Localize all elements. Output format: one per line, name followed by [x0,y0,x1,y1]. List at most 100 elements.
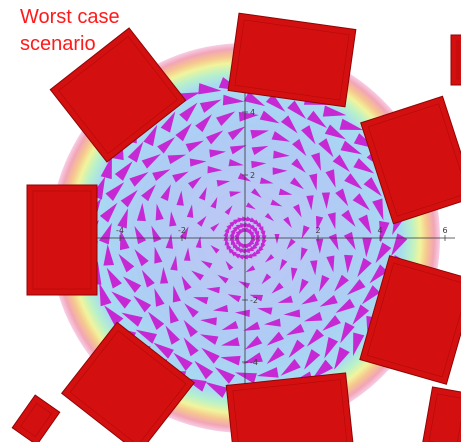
field-arrow [339,118,364,130]
field-arrow [176,190,184,206]
field-arrow [121,312,143,327]
field-arrow [332,154,350,172]
field-arrow [216,180,231,187]
field-arrow [249,231,254,239]
field-arrow [118,253,135,273]
x-tick-label: -4 [116,226,124,235]
magnet-bottom-left [60,321,196,442]
field-arrow [214,367,236,384]
field-arrow [227,126,246,141]
field-arrow [135,329,157,344]
field-arrow [283,309,301,318]
field-arrow [274,234,280,244]
field-arrow [245,202,256,210]
field-arrow [358,214,372,235]
field-arrows [82,75,408,401]
field-arrow [129,172,149,187]
field-arrow [335,188,349,207]
field-arrow [257,307,273,315]
magnet-right-upper [360,95,461,225]
field-arrow [196,215,207,227]
field-arrow [160,111,176,133]
field-arrow [290,267,298,282]
y-tick-label: 4 [250,108,255,117]
field-arrow [306,110,327,129]
field-arrow [168,304,179,324]
field-arrow [306,328,324,347]
field-arrow [207,165,223,174]
field-arrow [369,264,388,284]
field-arrow [340,321,355,344]
field-arrow [224,205,233,215]
field-arrow [303,311,323,322]
field-arrow [291,158,306,173]
field-arrow [223,233,229,241]
x-tick-label: 4 [377,226,382,235]
field-arrow [301,293,318,305]
field-arrow [154,288,165,307]
field-arrow [173,352,193,371]
magnet-top-left [49,27,187,163]
field-arrow [357,257,372,278]
magnet-edge-right [450,34,461,86]
field-arrow [363,177,382,197]
field-arrow [311,152,322,172]
field-arrow [391,233,408,257]
field-arrow [114,161,133,181]
field-arrow [318,138,334,158]
field-arrow [117,208,128,229]
field-arrow [293,204,302,218]
magnet-bottom [225,372,355,442]
field-arrow [220,355,241,366]
field-arrow [210,223,220,232]
field-arrow [98,222,112,245]
field-arrow [221,337,240,346]
field-arrow [300,247,308,261]
field-arrow [141,184,156,202]
field-arrow [199,99,222,113]
field-arrow [152,169,171,181]
field-arrow [195,114,212,133]
field-arrow [120,189,138,208]
field-arrow [133,295,152,313]
field-arrow [288,339,305,358]
field-arrow [266,347,285,365]
field-arrow [184,303,199,318]
field-arrow [321,192,330,209]
field-arrow [201,347,220,364]
field-arrow [181,275,192,291]
field-arrow [375,242,392,264]
y-tick-label: -4 [250,358,258,367]
field-arrow [324,337,339,359]
field-arrow [191,270,204,281]
field-arrow [134,249,149,267]
field-arrow [222,94,245,106]
field-arrow [334,346,350,370]
field-arrow [264,212,275,222]
field-arrow [277,295,293,304]
field-arrow [103,244,115,266]
field-arrow [154,246,163,264]
field-arrow [193,297,209,305]
field-arrow [324,124,346,140]
field-arrow [195,236,202,249]
x-tick-label: 2 [315,226,320,235]
field-arrow [123,276,142,293]
field-arrow [194,360,214,380]
caption-title: Worst case scenario [20,6,120,55]
field-arrow [343,231,356,251]
field-arrow [306,195,314,211]
field-arrow [205,130,224,145]
field-arrow [100,155,112,180]
field-arrow [353,158,375,174]
field-arrow [99,282,112,307]
field-arrow [251,145,269,156]
field-arrow [198,187,207,201]
field-arrow [245,265,256,273]
field-arrow [315,238,324,254]
field-arrow [322,315,341,331]
field-arrow [172,171,189,183]
field-arrow [243,91,266,107]
field-arrow [244,335,263,350]
field-arrow [322,105,347,117]
